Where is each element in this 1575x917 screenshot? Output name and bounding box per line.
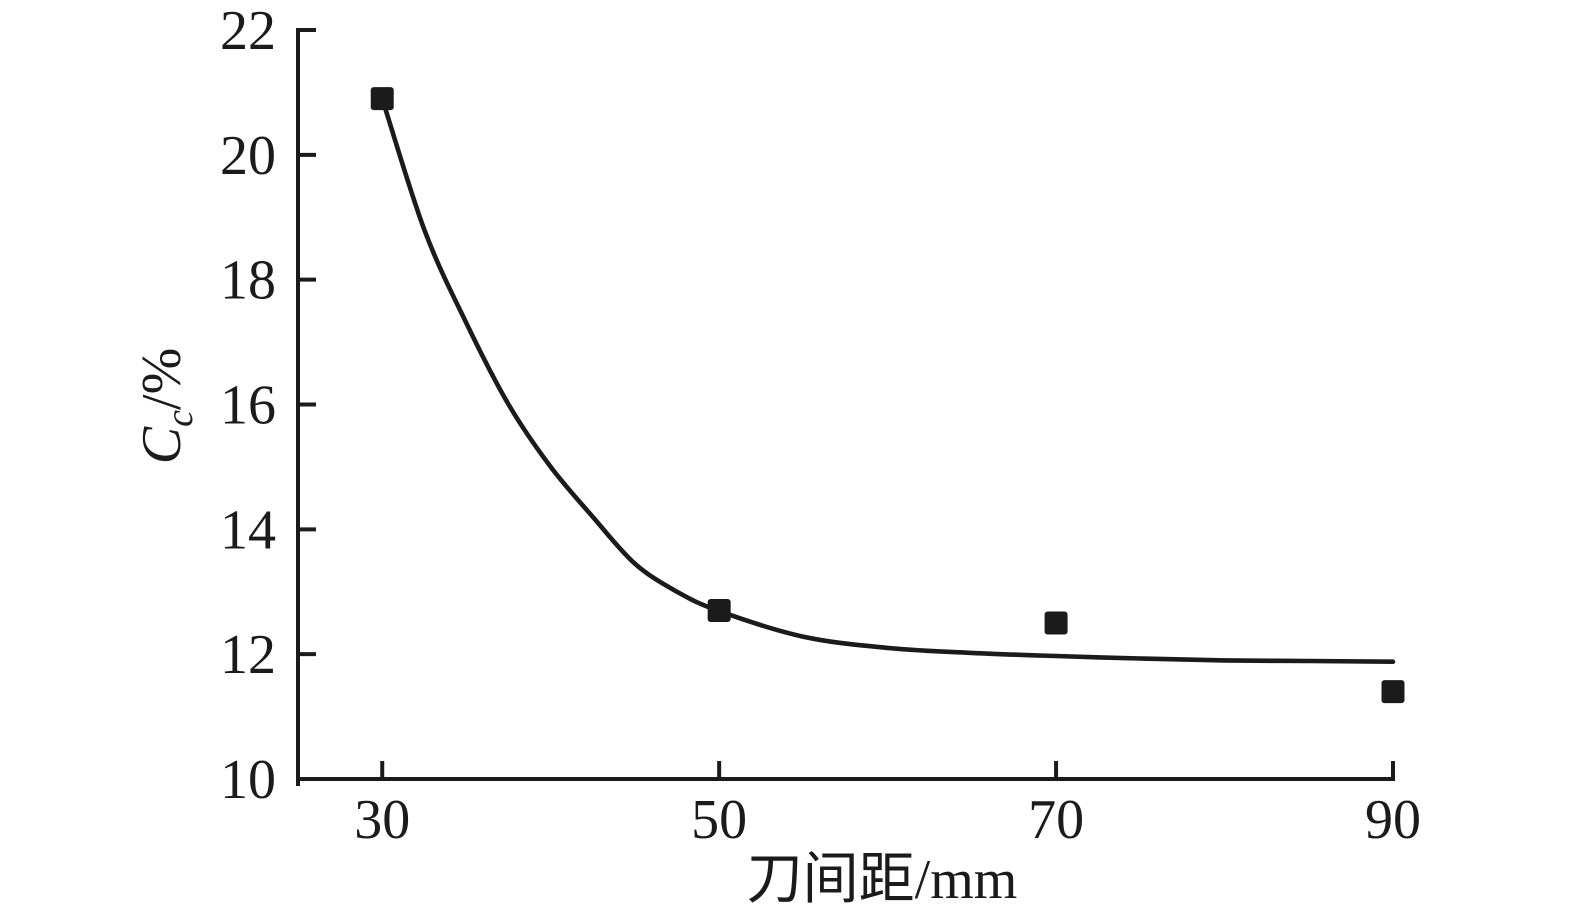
y-tick-label: 20: [220, 125, 276, 187]
data-point-marker: [1381, 680, 1405, 704]
x-tick-label: 70: [1028, 789, 1084, 851]
y-axis-title-main: C: [131, 426, 193, 464]
ticks-layer: 30 50 70 90 10 12 14 16 18 20 22: [220, 0, 1421, 851]
series-layer: [370, 87, 1405, 704]
labels-layer: 刀间距/mm Cc/%: [131, 348, 1017, 911]
axes-layer: [296, 28, 1395, 786]
x-tick-label: 90: [1365, 789, 1421, 851]
y-axis-title-subscript: c: [159, 410, 201, 427]
y-tick-label: 12: [220, 624, 276, 686]
x-tick-label: 50: [691, 789, 747, 851]
x-tick-label: 30: [354, 789, 410, 851]
fit-curve: [379, 96, 1396, 664]
y-axis-title: Cc/%: [131, 348, 201, 464]
y-tick-label: 16: [220, 375, 276, 437]
data-point-marker: [1044, 611, 1068, 635]
y-axis-title-suffix: /%: [131, 348, 193, 410]
y-tick-label: 14: [220, 499, 276, 561]
x-axis-title: 刀间距/mm: [747, 849, 1018, 911]
y-tick-label: 10: [220, 749, 276, 811]
y-tick-label: 18: [220, 250, 276, 312]
y-tick-label: 22: [220, 0, 276, 62]
